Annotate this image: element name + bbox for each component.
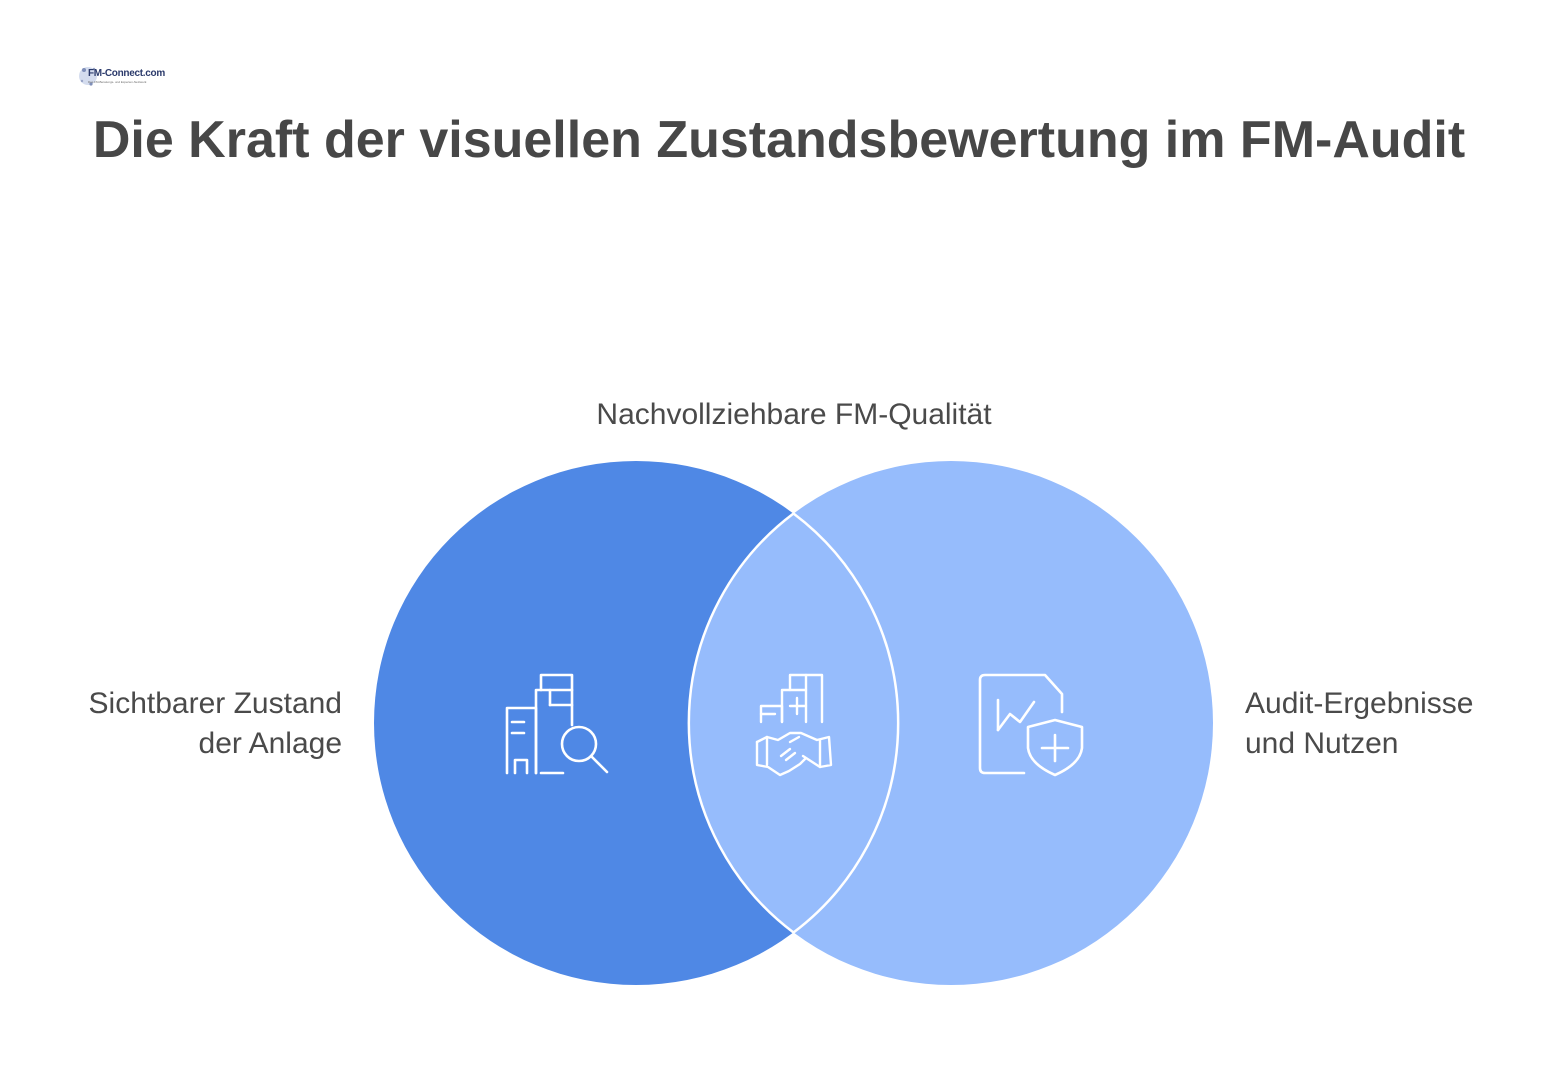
building-search-icon <box>505 673 609 775</box>
logo-name: FM-Connect.com <box>88 68 165 79</box>
left-circle-label: Sichtbarer Zustand der Anlage <box>89 684 342 764</box>
logo-graphic <box>79 67 97 86</box>
right-label-line2: und Nutzen <box>1245 727 1399 760</box>
logo-subtitle: Das FM-Beratungs- und Experten-Netzwerk <box>88 80 147 84</box>
venn-lens-outline <box>687 512 900 934</box>
right-circle-label: Audit-Ergebnisse und Nutzen <box>1245 684 1473 764</box>
report-shield-icon <box>978 673 1084 777</box>
logo: FM-Connect.com Das FM-Beratungs- und Exp… <box>78 60 165 92</box>
buildings-handshake-icon <box>755 673 833 777</box>
left-label-line1: Sichtbarer Zustand <box>88 687 342 720</box>
intersection-label: Nachvollziehbare FM-Qualität <box>596 398 992 431</box>
left-label-line2: der Anlage <box>198 727 342 760</box>
page-title: Die Kraft der visuellen Zustandsbewertun… <box>92 111 1466 169</box>
venn-intersection <box>689 461 898 985</box>
right-label-line1: Audit-Ergebnisse <box>1245 687 1474 720</box>
